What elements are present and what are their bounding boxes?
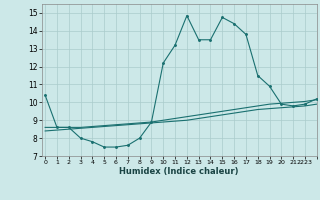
X-axis label: Humidex (Indice chaleur): Humidex (Indice chaleur) xyxy=(119,167,239,176)
